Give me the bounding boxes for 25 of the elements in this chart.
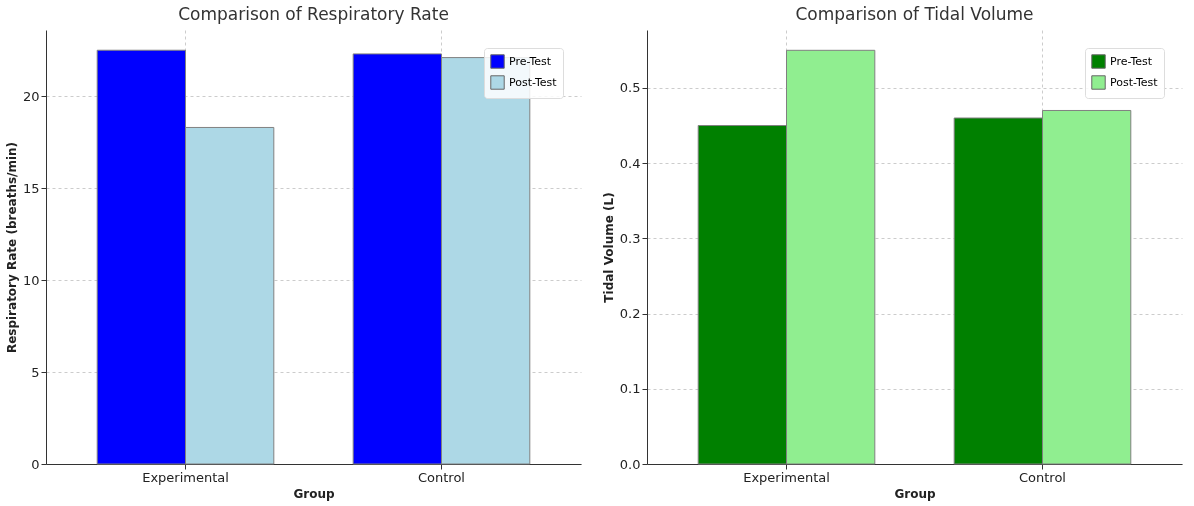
x-axis-title: Group (293, 486, 335, 501)
y-tick-label: 20 (22, 88, 40, 104)
y-tick-label: 0.2 (619, 306, 641, 322)
legend-label: Pre-Test (1110, 54, 1153, 68)
chart-title: Comparison of Tidal Volume (795, 4, 1034, 24)
legend-label: Post-Test (509, 75, 558, 89)
y-tick-label: 10 (22, 272, 40, 288)
x-tick-label: Control (417, 469, 465, 485)
legend-label: Post-Test (1110, 75, 1159, 89)
y-tick-label: 0.0 (619, 456, 641, 472)
chart-title: Comparison of Respiratory Rate (178, 4, 449, 24)
y-tick-label: 0 (31, 456, 40, 472)
x-axis-title: Group (894, 486, 936, 501)
y-tick-label: 0.3 (619, 230, 641, 246)
y-axis-title: Tidal Volume (L) (601, 192, 616, 303)
y-axis-title: Respiratory Rate (breaths/min) (4, 141, 19, 354)
y-tick-label: 0.4 (619, 155, 641, 171)
legend-label: Pre-Test (509, 54, 552, 68)
y-tick-label: 0.5 (619, 80, 641, 96)
x-tick-label: Control (1018, 469, 1066, 485)
y-tick-label: 15 (22, 180, 40, 196)
x-tick-label: Experimental (142, 469, 229, 485)
y-tick-label: 0.1 (619, 381, 641, 397)
x-tick-label: Experimental (743, 469, 830, 485)
y-tick-label: 5 (31, 364, 40, 380)
